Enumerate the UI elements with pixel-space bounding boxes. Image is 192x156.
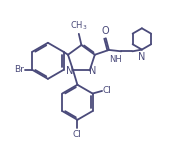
Text: N: N [89, 66, 96, 76]
Text: NH: NH [109, 55, 122, 64]
Text: CH$_3$: CH$_3$ [70, 20, 88, 32]
Text: Cl: Cl [103, 86, 112, 95]
Text: N: N [138, 52, 146, 62]
Text: Br: Br [14, 65, 24, 74]
Text: O: O [101, 26, 109, 36]
Text: Cl: Cl [73, 130, 82, 139]
Text: N: N [66, 66, 74, 76]
